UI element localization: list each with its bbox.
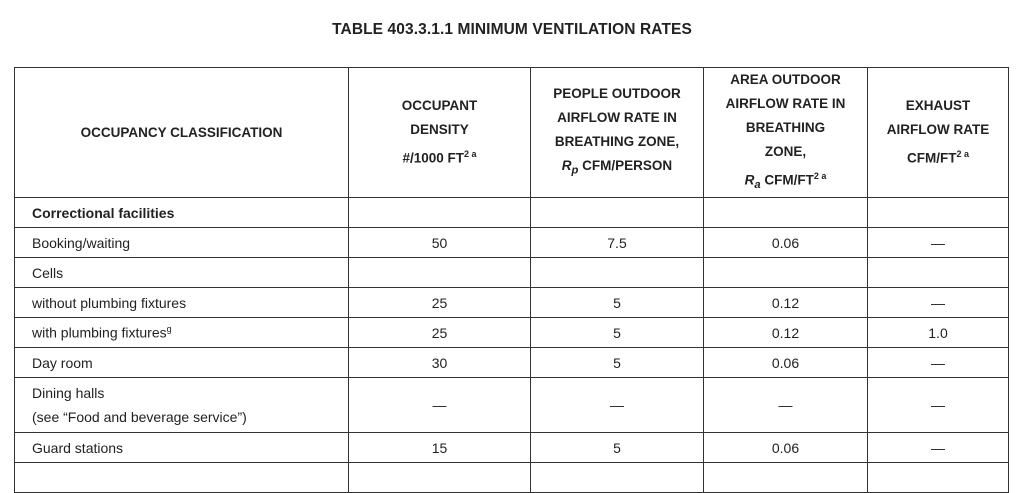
- header-density: OCCUPANT DENSITY #/1000 FT2 a: [348, 66, 531, 199]
- area-cell: 0.12: [703, 287, 868, 319]
- table-row: Booking/waiting 50 7.5 0.06—: [14, 227, 1009, 259]
- exhaust-cell: —: [867, 347, 1009, 379]
- area-cell: [703, 257, 868, 289]
- people-cell: [530, 257, 704, 289]
- people-cell: 5: [530, 287, 704, 319]
- people-cell: 7.5: [530, 227, 704, 259]
- density-cell: 15: [348, 432, 531, 464]
- occupancy-cell: Dining halls (see “Food and beverage serv…: [14, 377, 349, 434]
- ventilation-table: OCCUPANCY CLASSIFICATION OCCUPANT DENSITY…: [14, 66, 1009, 493]
- people-cell: 5: [530, 432, 704, 464]
- area-cell: 0.12: [703, 317, 868, 349]
- table-row: Day room 30 5 0.06—: [14, 347, 1009, 379]
- occupancy-cell: Guard stations: [14, 432, 349, 464]
- exhaust-cell: [867, 257, 1009, 289]
- occupancy-cell: Correctional facilities: [14, 197, 349, 229]
- table-row: Guard stations 15 5 0.06—: [14, 432, 1009, 464]
- people-cell: —: [530, 377, 704, 434]
- people-cell: [530, 197, 704, 229]
- table-title: TABLE 403.3.1.1 MINIMUM VENTILATION RATE…: [332, 21, 692, 38]
- exhaust-cell: —: [867, 377, 1009, 434]
- occupancy-cell: with plumbing fixturesg: [14, 317, 349, 349]
- exhaust-cell: [867, 197, 1009, 229]
- table-row: Cells: [14, 257, 1009, 289]
- area-cell: 0.06: [703, 432, 868, 464]
- area-cell: 0.06: [703, 347, 868, 379]
- occupancy-cell: Day room: [14, 347, 349, 379]
- exhaust-cell: —: [867, 432, 1009, 464]
- density-cell: 50: [348, 227, 531, 259]
- table-row: with plumbing fixturesg 25 5 0.12 1.0: [14, 317, 1009, 349]
- table-row: without plumbing fixtures 25 5 0.12—: [14, 287, 1009, 319]
- occupancy-cell: Booking/waiting: [14, 227, 349, 259]
- header-occupancy: OCCUPANCY CLASSIFICATION: [14, 66, 349, 199]
- density-cell: 30: [348, 347, 531, 379]
- header-area-rate: AREA OUTDOOR AIRFLOW RATE IN BREATHING ZONE…: [703, 66, 868, 199]
- area-cell: [703, 197, 868, 229]
- table-row: Dining halls (see “Food and beverage serv…: [14, 377, 1009, 434]
- table-row-partial: [14, 462, 1009, 493]
- table-row: Correctional facilities: [14, 197, 1009, 229]
- header-row: OCCUPANCY CLASSIFICATION OCCUPANT DENSITY…: [14, 66, 1009, 199]
- area-cell: 0.06: [703, 227, 868, 259]
- exhaust-cell: —: [867, 287, 1009, 319]
- density-cell: 25: [348, 317, 531, 349]
- occupancy-cell: Cells: [14, 257, 349, 289]
- header-people-rate: PEOPLE OUTDOOR AIRFLOW RATE IN BREATHING Z…: [530, 66, 704, 199]
- exhaust-cell: 1.0: [867, 317, 1009, 349]
- area-cell: —: [703, 377, 868, 434]
- header-exhaust-rate: EXHAUST AIRFLOW RATE CFM/FT2 a: [867, 66, 1009, 199]
- density-cell: [348, 197, 531, 229]
- density-cell: 25: [348, 287, 531, 319]
- density-cell: —: [348, 377, 531, 434]
- people-cell: 5: [530, 347, 704, 379]
- density-cell: [348, 257, 531, 289]
- people-cell: 5: [530, 317, 704, 349]
- exhaust-cell: —: [867, 227, 1009, 259]
- occupancy-cell: without plumbing fixtures: [14, 287, 349, 319]
